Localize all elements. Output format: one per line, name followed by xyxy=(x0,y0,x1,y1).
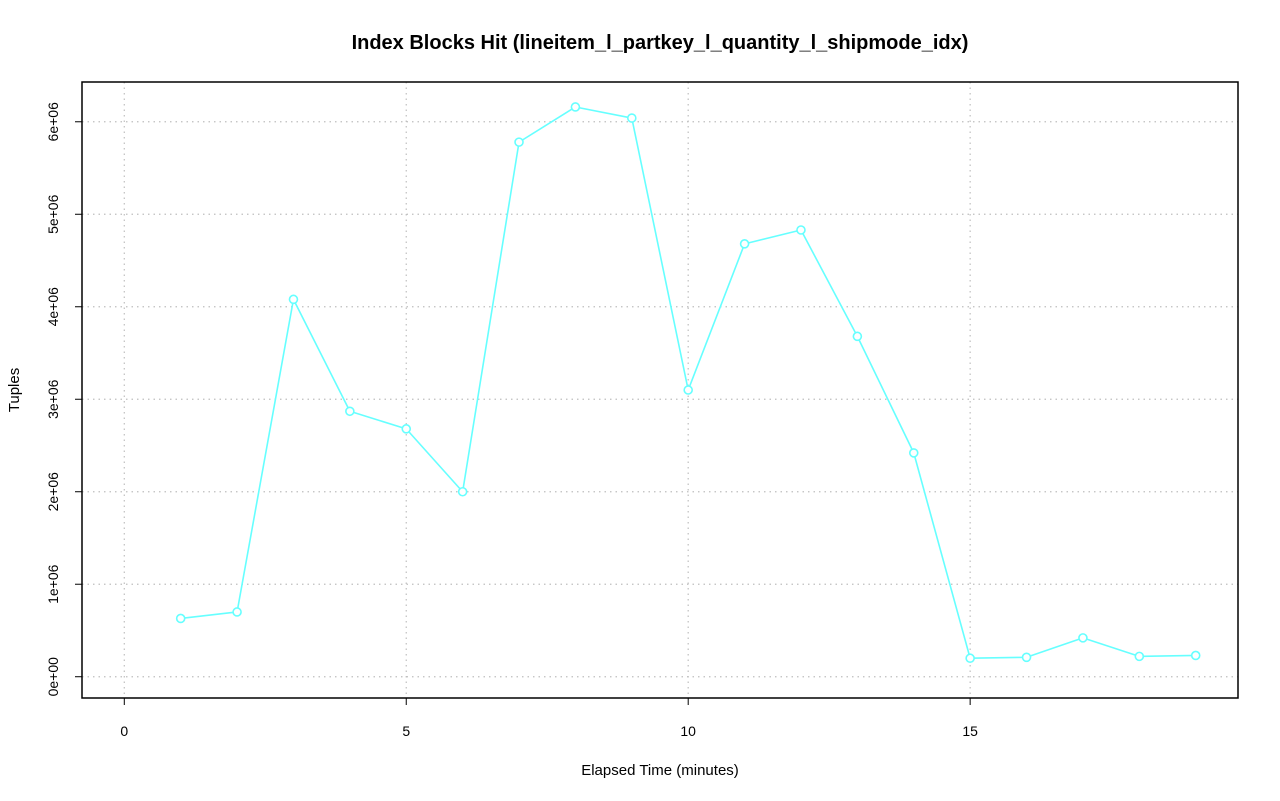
data-point xyxy=(908,448,919,458)
x-tick-label: 10 xyxy=(680,723,696,739)
data-point xyxy=(739,239,750,249)
y-axis-label: Tuples xyxy=(6,368,23,412)
data-point xyxy=(345,406,355,417)
x-axis: 0 5 10 15 xyxy=(120,698,978,739)
y-tick-label: 2e+06 xyxy=(45,472,61,512)
data-point xyxy=(965,653,975,664)
data-point xyxy=(1134,651,1145,662)
y-tick-label: 6e+06 xyxy=(45,102,61,142)
data-point xyxy=(288,294,299,305)
y-tick-label: 3e+06 xyxy=(45,379,61,419)
y-axis: 0e+00 1e+06 2e+06 3e+06 4e+06 5e+06 6e+06 xyxy=(45,102,82,696)
x-tick-label: 0 xyxy=(120,723,128,739)
x-tick-label: 5 xyxy=(402,723,410,739)
y-tick-label: 5e+06 xyxy=(45,194,61,234)
x-axis-label: Elapsed Time (minutes) xyxy=(581,762,739,779)
grid-layer xyxy=(82,82,1238,698)
series-layer xyxy=(175,102,1201,664)
y-tick-label: 0e+00 xyxy=(45,657,61,697)
data-point xyxy=(514,137,524,147)
data-point xyxy=(683,385,693,395)
data-point xyxy=(401,424,412,434)
data-point xyxy=(852,331,863,342)
data-point xyxy=(175,613,186,624)
data-point xyxy=(232,607,242,617)
data-point xyxy=(1021,652,1032,663)
x-tick-label: 15 xyxy=(962,723,978,739)
y-tick-label: 4e+06 xyxy=(45,287,61,327)
data-point xyxy=(1078,633,1088,643)
y-tick-label: 1e+06 xyxy=(45,564,61,604)
data-point xyxy=(627,113,637,123)
chart-title: Index Blocks Hit (lineitem_l_partkey_l_q… xyxy=(352,32,969,54)
data-point xyxy=(570,102,581,112)
series-line xyxy=(180,106,1196,660)
data-point xyxy=(1190,650,1201,661)
data-point xyxy=(796,225,806,235)
plot-frame xyxy=(81,81,1239,699)
data-point xyxy=(457,486,468,497)
